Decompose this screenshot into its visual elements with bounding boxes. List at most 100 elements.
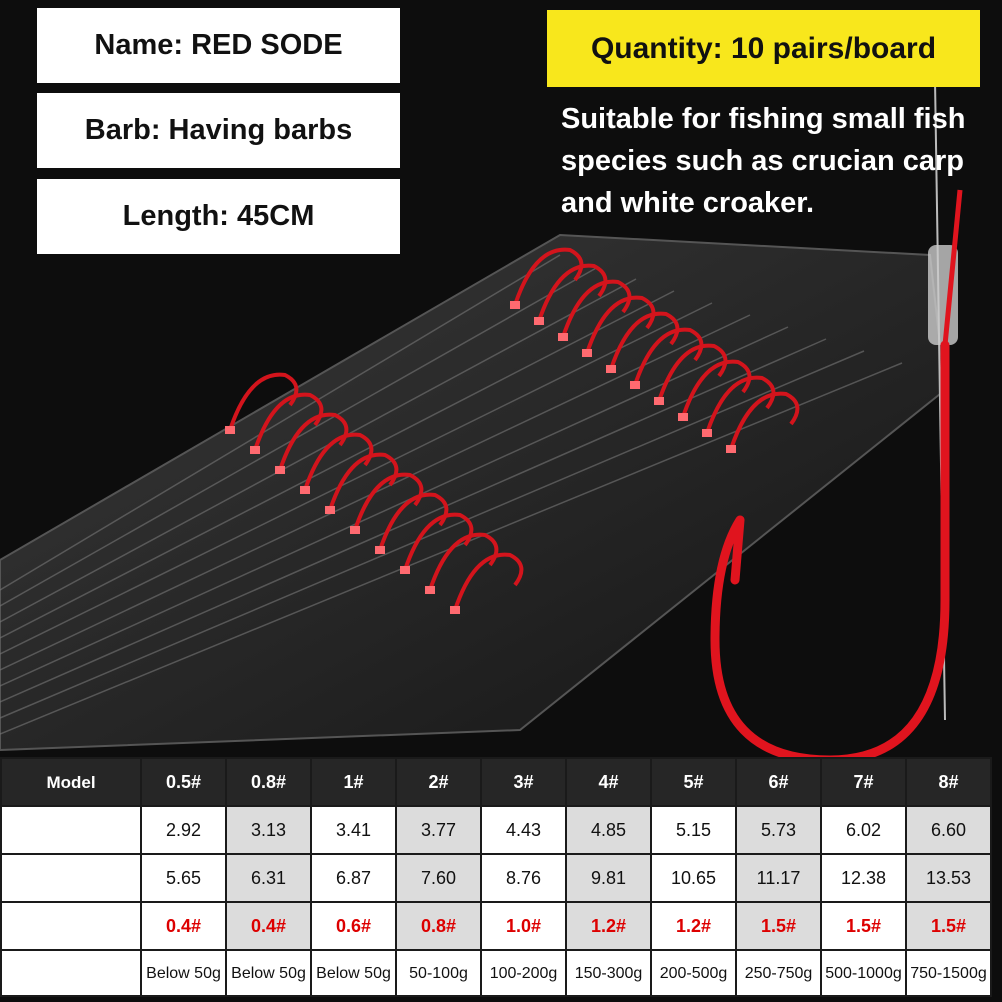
table-cell: 50-100g xyxy=(395,949,482,997)
table-cell: 100-200g xyxy=(480,949,567,997)
table-cell: 6.60 xyxy=(905,805,992,855)
table-cell: 3# xyxy=(480,757,567,807)
row-label: Model xyxy=(0,757,142,807)
table-cell: 1# xyxy=(310,757,397,807)
board-line xyxy=(0,266,599,607)
table-cell: 8# xyxy=(905,757,992,807)
table-cell: 10.65 xyxy=(650,853,737,903)
table-cell: 200-500g xyxy=(650,949,737,997)
table-cell: 1.2# xyxy=(650,901,737,951)
table-cell: 0.4# xyxy=(225,901,312,951)
table-cell: 0.5# xyxy=(140,757,227,807)
red-hook-icon xyxy=(710,340,950,765)
hook-eye xyxy=(400,566,410,574)
table-cell: 1.5# xyxy=(820,901,907,951)
small-hook-icon xyxy=(378,492,449,551)
hook-eye xyxy=(350,526,360,534)
row-label: Suggest fishing weight xyxy=(0,949,142,997)
table-cell: 13.53 xyxy=(905,853,992,903)
table-cell: 8.76 xyxy=(480,853,567,903)
hook-eye xyxy=(250,446,260,454)
table-cell: 12.38 xyxy=(820,853,907,903)
spec-table: Model 0.5# 0.8# 1# 2# 3# 4# 5# 6# 7# 8# Hook width… xyxy=(0,757,992,997)
table-cell: 0.4# xyxy=(140,901,227,951)
small-hook-icon xyxy=(428,532,499,591)
hook-eye xyxy=(558,333,568,341)
small-hook-icon xyxy=(228,372,299,431)
barb-label: Barb: Having barbs xyxy=(37,93,400,168)
table-cell: 6.87 xyxy=(310,853,397,903)
table-cell: 2.92 xyxy=(140,805,227,855)
table-cell: 4.43 xyxy=(480,805,567,855)
table-cell: 7.60 xyxy=(395,853,482,903)
table-cell: 3.13 xyxy=(225,805,312,855)
small-hook-icon xyxy=(729,391,800,450)
board-line xyxy=(0,254,561,591)
table-cell: 5.65 xyxy=(140,853,227,903)
hook-eye xyxy=(606,365,616,373)
table-cell: 9.81 xyxy=(565,853,652,903)
table-cell: 5# xyxy=(650,757,737,807)
board-line xyxy=(0,326,789,687)
table-cell: 1.0# xyxy=(480,901,567,951)
hook-eye xyxy=(275,466,285,474)
table-cell: 500-1000g xyxy=(820,949,907,997)
hook-eye xyxy=(510,301,520,309)
row-label: Hook height (MM) xyxy=(0,853,142,903)
table-cell: 3.77 xyxy=(395,805,482,855)
table-cell: 2# xyxy=(395,757,482,807)
table-cell: 6.02 xyxy=(820,805,907,855)
description: Suitable for fishing small fish species … xyxy=(561,103,966,219)
table-cell: 1.5# xyxy=(905,901,992,951)
table-row-height: Hook height (MM) 5.65 6.31 6.87 7.60 8.76 9.81… xyxy=(0,853,992,903)
hook-eye xyxy=(534,317,544,325)
small-hook-icon xyxy=(353,472,424,531)
table-cell: 5.73 xyxy=(735,805,822,855)
table-cell: 0.8# xyxy=(225,757,312,807)
table-row-subline: Subline model 0.4# 0.4# 0.6# 0.8# 1.0# 1.2# 1.2… xyxy=(0,901,992,951)
board-line xyxy=(0,290,675,639)
hook-eye xyxy=(654,397,664,405)
board-line xyxy=(0,302,713,655)
table-cell: 4.85 xyxy=(565,805,652,855)
hook-eye xyxy=(582,349,592,357)
length-label: Length: 45CM xyxy=(37,179,400,254)
row-label: Subline model xyxy=(0,901,142,951)
table-row-model: Model 0.5# 0.8# 1# 2# 3# 4# 5# 6# 7# 8# xyxy=(0,757,992,807)
quantity-badge: Quantity: 10 pairs/board xyxy=(547,10,980,87)
hook-eye xyxy=(726,445,736,453)
hook-eye xyxy=(678,413,688,421)
table-cell: 3.41 xyxy=(310,805,397,855)
small-hook-icon xyxy=(303,432,374,491)
board-line xyxy=(0,350,865,719)
table-cell: 0.6# xyxy=(310,901,397,951)
hook-eye xyxy=(300,486,310,494)
table-cell: Below 50g xyxy=(225,949,312,997)
board-line xyxy=(0,278,637,623)
small-hook-icon xyxy=(453,552,524,611)
table-cell: 4# xyxy=(565,757,652,807)
name-label: Name: RED SODE xyxy=(37,8,400,83)
hook-eye xyxy=(702,429,712,437)
hook-board xyxy=(0,233,947,752)
table-cell: Below 50g xyxy=(140,949,227,997)
hook-eye xyxy=(450,606,460,614)
row-label: Hook width (MM) xyxy=(0,805,142,855)
table-cell: 0.8# xyxy=(395,901,482,951)
small-hook-icon xyxy=(328,452,399,511)
small-hook-icon xyxy=(403,512,474,571)
hook-eye xyxy=(425,586,435,594)
table-cell: 11.17 xyxy=(735,853,822,903)
table-cell: 1.2# xyxy=(565,901,652,951)
table-cell: 150-300g xyxy=(565,949,652,997)
table-cell: 1.5# xyxy=(735,901,822,951)
table-cell: 6.31 xyxy=(225,853,312,903)
small-hook-icon xyxy=(278,412,349,471)
table-cell: 250-750g xyxy=(735,949,822,997)
hook-eye xyxy=(325,506,335,514)
table-cell: 5.15 xyxy=(650,805,737,855)
table-cell: 7# xyxy=(820,757,907,807)
table-cell: 750-1500g xyxy=(905,949,992,997)
hook-eye xyxy=(630,381,640,389)
